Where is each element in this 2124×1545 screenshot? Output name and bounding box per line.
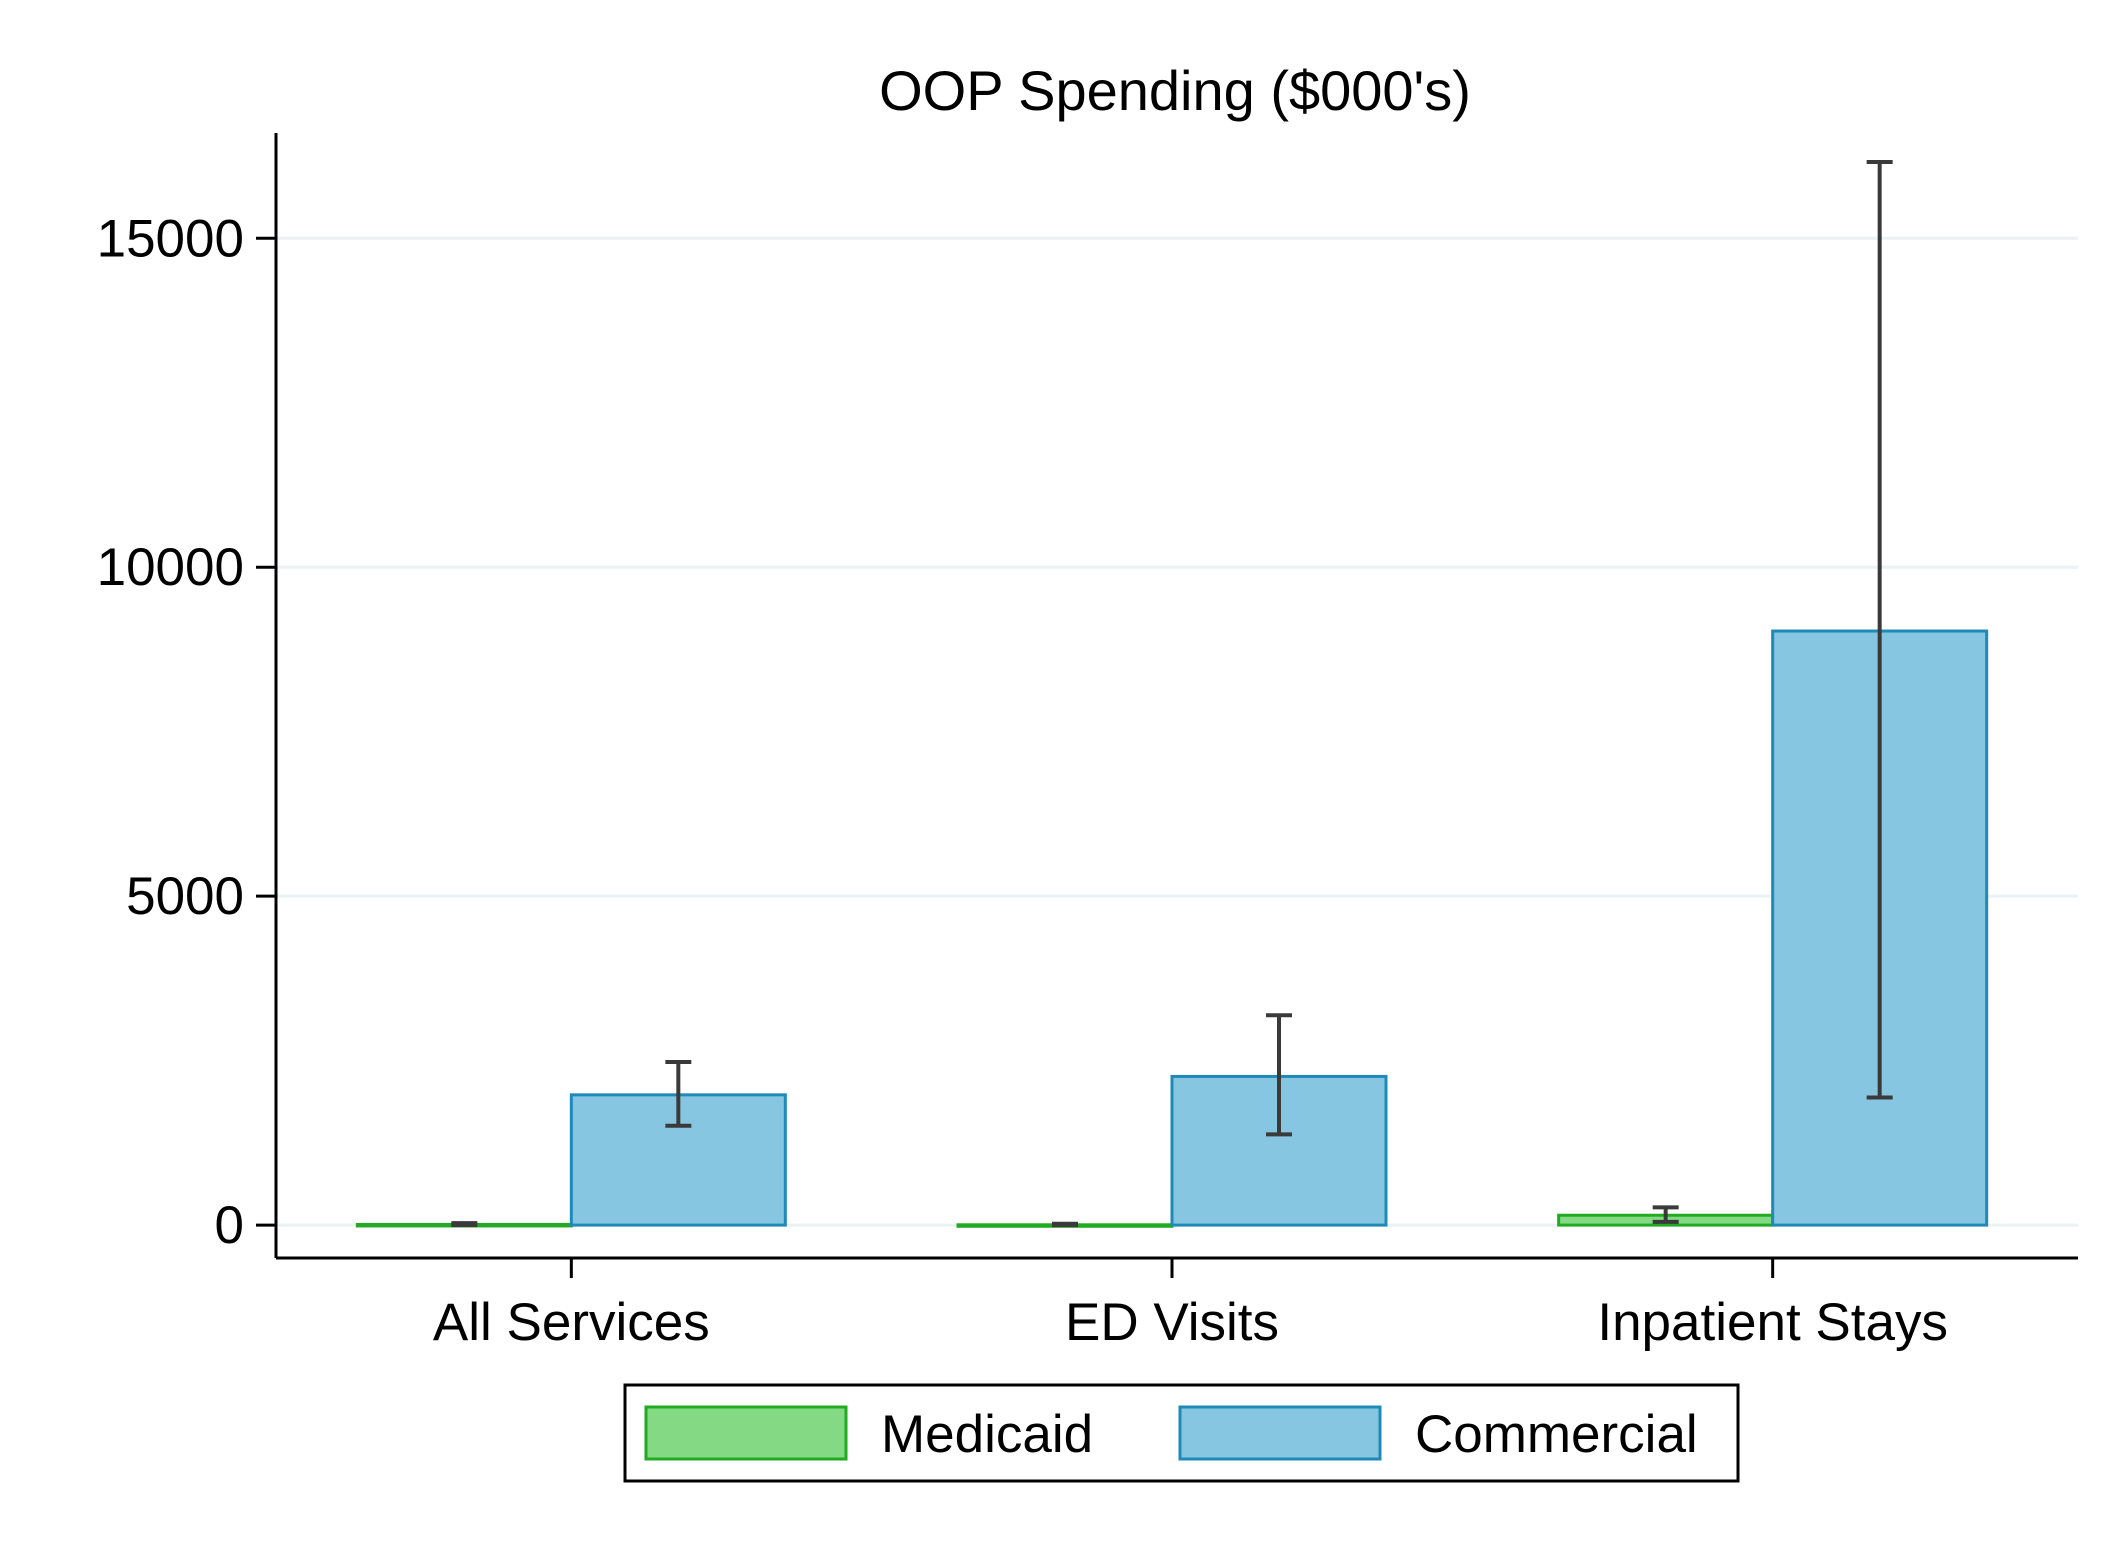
chart-title: OOP Spending ($000's) xyxy=(879,59,1471,122)
errorbar-medicaid-ed-visits xyxy=(1052,1221,1078,1228)
y-tick-label-0: 0 xyxy=(215,1196,244,1255)
legend-swatch-commercial xyxy=(1178,1405,1382,1461)
x-tick-label-ed-visits: ED Visits xyxy=(1065,1293,1279,1352)
errorbar-medicaid-inpatient-stays xyxy=(1652,1205,1679,1224)
legend: Medicaid Commercial xyxy=(623,1383,1740,1483)
legend-swatch-medicaid xyxy=(644,1405,848,1461)
error-bars xyxy=(451,159,1893,1228)
y-tick-label-15000: 15000 xyxy=(97,209,244,268)
legend-label-medicaid: Medicaid xyxy=(881,1405,1093,1464)
errorbar-commercial-all-services xyxy=(665,1059,692,1128)
x-tick-label-all-services: All Services xyxy=(433,1293,710,1352)
legend-label-commercial: Commercial xyxy=(1415,1405,1698,1464)
y-tick-label-10000: 10000 xyxy=(97,538,244,597)
errorbar-commercial-ed-visits xyxy=(1266,1013,1292,1137)
errorbar-medicaid-all-services xyxy=(451,1221,478,1228)
y-tick-label-5000: 5000 xyxy=(126,867,244,926)
errorbar-commercial-inpatient-stays xyxy=(1866,159,1893,1100)
x-tick-label-inpatient-stays: Inpatient Stays xyxy=(1597,1293,1948,1352)
axes: 0 5000 10000 15000 All Services ED Visits Inpa… xyxy=(97,133,2078,1352)
